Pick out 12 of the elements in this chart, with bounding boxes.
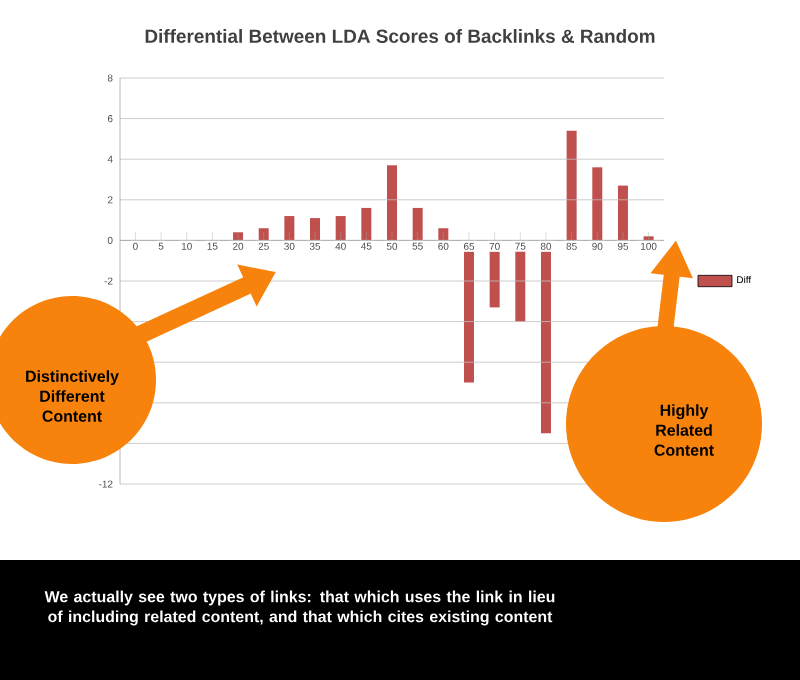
bar (438, 228, 449, 241)
bar (361, 207, 372, 241)
bar (592, 167, 603, 241)
bar (617, 185, 628, 241)
bar (566, 130, 577, 241)
bar (258, 228, 269, 241)
bar (335, 216, 346, 241)
bar (387, 165, 398, 241)
bar (310, 218, 321, 241)
bar (284, 216, 295, 241)
chart-title: Differential Between LDA Scores of Backlinks & Random (145, 29, 655, 43)
bar (412, 207, 423, 241)
